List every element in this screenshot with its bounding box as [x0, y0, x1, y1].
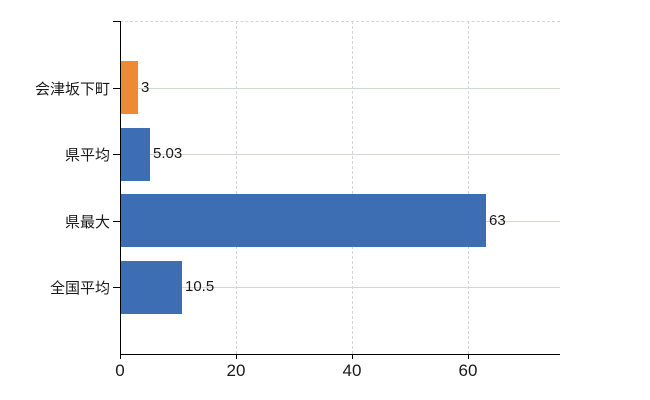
bar-highlight — [121, 61, 138, 114]
bar-series — [121, 128, 150, 181]
x-tick-label: 40 — [342, 361, 362, 380]
value-label: 5.03 — [153, 145, 183, 162]
x-axis — [120, 354, 560, 355]
x-tick-mark — [468, 355, 469, 359]
y-tick-mark — [113, 88, 120, 89]
category-label: 県最大 — [64, 214, 110, 231]
y-tick-mark — [113, 154, 120, 155]
category-label: 全国平均 — [49, 280, 110, 297]
x-tick-label: 0 — [115, 361, 125, 380]
gridline-vertical — [468, 21, 469, 354]
value-label: 63 — [489, 212, 506, 229]
x-tick-mark — [236, 355, 237, 359]
bar-series — [121, 194, 486, 247]
y-axis-top-tick — [113, 21, 120, 22]
plot-top-border — [120, 21, 560, 22]
y-tick-mark — [113, 221, 120, 222]
bar-series — [121, 261, 182, 314]
x-tick-label: 60 — [458, 361, 478, 380]
x-tick-mark — [120, 355, 121, 359]
gridline-horizontal — [120, 154, 560, 155]
category-label: 会津坂下町 — [34, 81, 110, 98]
x-tick-mark — [352, 355, 353, 359]
y-axis — [120, 21, 121, 359]
gridline-vertical — [236, 21, 237, 354]
x-tick-label: 20 — [226, 361, 246, 380]
y-tick-mark — [113, 287, 120, 288]
value-label: 10.5 — [185, 278, 215, 295]
gridline-horizontal — [120, 287, 560, 288]
gridline-horizontal — [120, 88, 560, 89]
category-label: 県平均 — [64, 147, 110, 164]
gridline-vertical — [352, 21, 353, 354]
value-label: 3 — [141, 79, 150, 96]
